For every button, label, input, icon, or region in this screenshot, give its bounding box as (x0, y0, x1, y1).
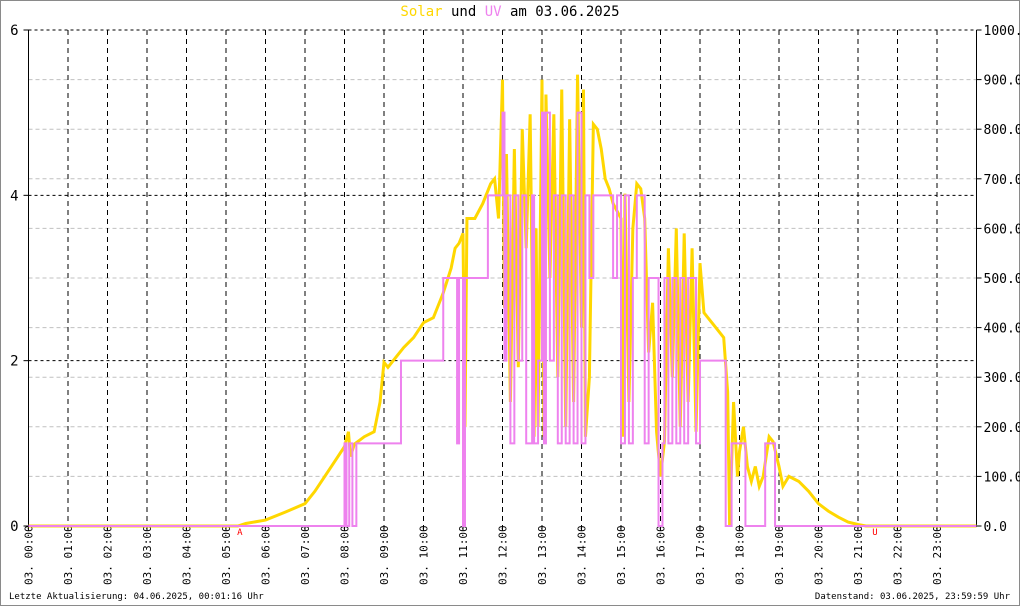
x-tick-label: 03. 03:00 (141, 525, 154, 585)
title-solar: Solar (400, 4, 443, 20)
y-right-tick-label: 900.0 (984, 74, 1020, 89)
x-tick-label: 03. 14:00 (576, 525, 589, 585)
x-tick-label: 03. 15:00 (615, 525, 628, 585)
x-tick-label: 03. 08:00 (339, 525, 352, 585)
x-tick-label: 03. 05:00 (220, 525, 233, 585)
title-uv: UV (484, 4, 502, 20)
y-right-tick-label: 100.0 (984, 470, 1020, 485)
x-tick-label: 03. 01:00 (62, 525, 75, 585)
x-tick-label: 03. 00:00 (23, 525, 36, 585)
y-right-tick-label: 300.0 (984, 371, 1020, 386)
y-right-tick-label: 0.0 (984, 520, 1007, 535)
footer-last-update: Letzte Aktualisierung: 04.06.2025, 00:01… (9, 592, 264, 602)
x-tick-label: 03. 06:00 (260, 525, 273, 585)
x-tick-label: 03. 23:00 (931, 525, 944, 585)
x-tick-label: 03. 22:00 (892, 525, 905, 585)
y-left-tick-label: 6 (10, 23, 18, 39)
marker-a: A (237, 528, 243, 538)
y-right-tick-label: 200.0 (984, 421, 1020, 436)
chart-title: Solar und UV am 03.06.2025 (0, 4, 1020, 20)
y-right-tick-label: 700.0 (984, 173, 1020, 188)
x-tick-label: 03. 04:00 (181, 525, 194, 585)
title-und: und (442, 4, 485, 20)
x-tick-label: 03. 17:00 (694, 525, 707, 585)
y-left-tick-label: 2 (10, 354, 18, 370)
title-date: am 03.06.2025 (501, 4, 620, 20)
y-right-tick-label: 800.0 (984, 123, 1020, 138)
x-tick-label: 03. 13:00 (536, 525, 549, 585)
y-right-tick-label: 400.0 (984, 322, 1020, 337)
x-tick-label: 03. 18:00 (734, 525, 747, 585)
series-uv-line (28, 111, 977, 527)
x-tick-label: 03. 20:00 (813, 525, 826, 585)
x-tick-label: 03. 10:00 (418, 525, 431, 585)
x-tick-label: 03. 19:00 (773, 525, 786, 585)
y-left-tick-label: 4 (10, 188, 18, 204)
y-right-tick-label: 600.0 (984, 222, 1020, 237)
y-left-tick-label: 0 (10, 519, 18, 535)
x-tick-label: 03. 09:00 (378, 525, 391, 585)
x-tick-label: 03. 02:00 (102, 525, 115, 585)
x-tick-label: 03. 11:00 (457, 525, 470, 585)
y-right-tick-label: 500.0 (984, 272, 1020, 287)
x-tick-label: 03. 16:00 (655, 525, 668, 585)
y-right-tick-label: 1000.0 (984, 24, 1020, 39)
marker-u: U (872, 528, 877, 538)
footer-data-status: Datenstand: 03.06.2025, 23:59:59 Uhr (814, 592, 1010, 602)
x-tick-label: 03. 21:00 (852, 525, 865, 585)
x-tick-label: 03. 07:00 (299, 525, 312, 585)
x-tick-label: 03. 12:00 (497, 525, 510, 585)
